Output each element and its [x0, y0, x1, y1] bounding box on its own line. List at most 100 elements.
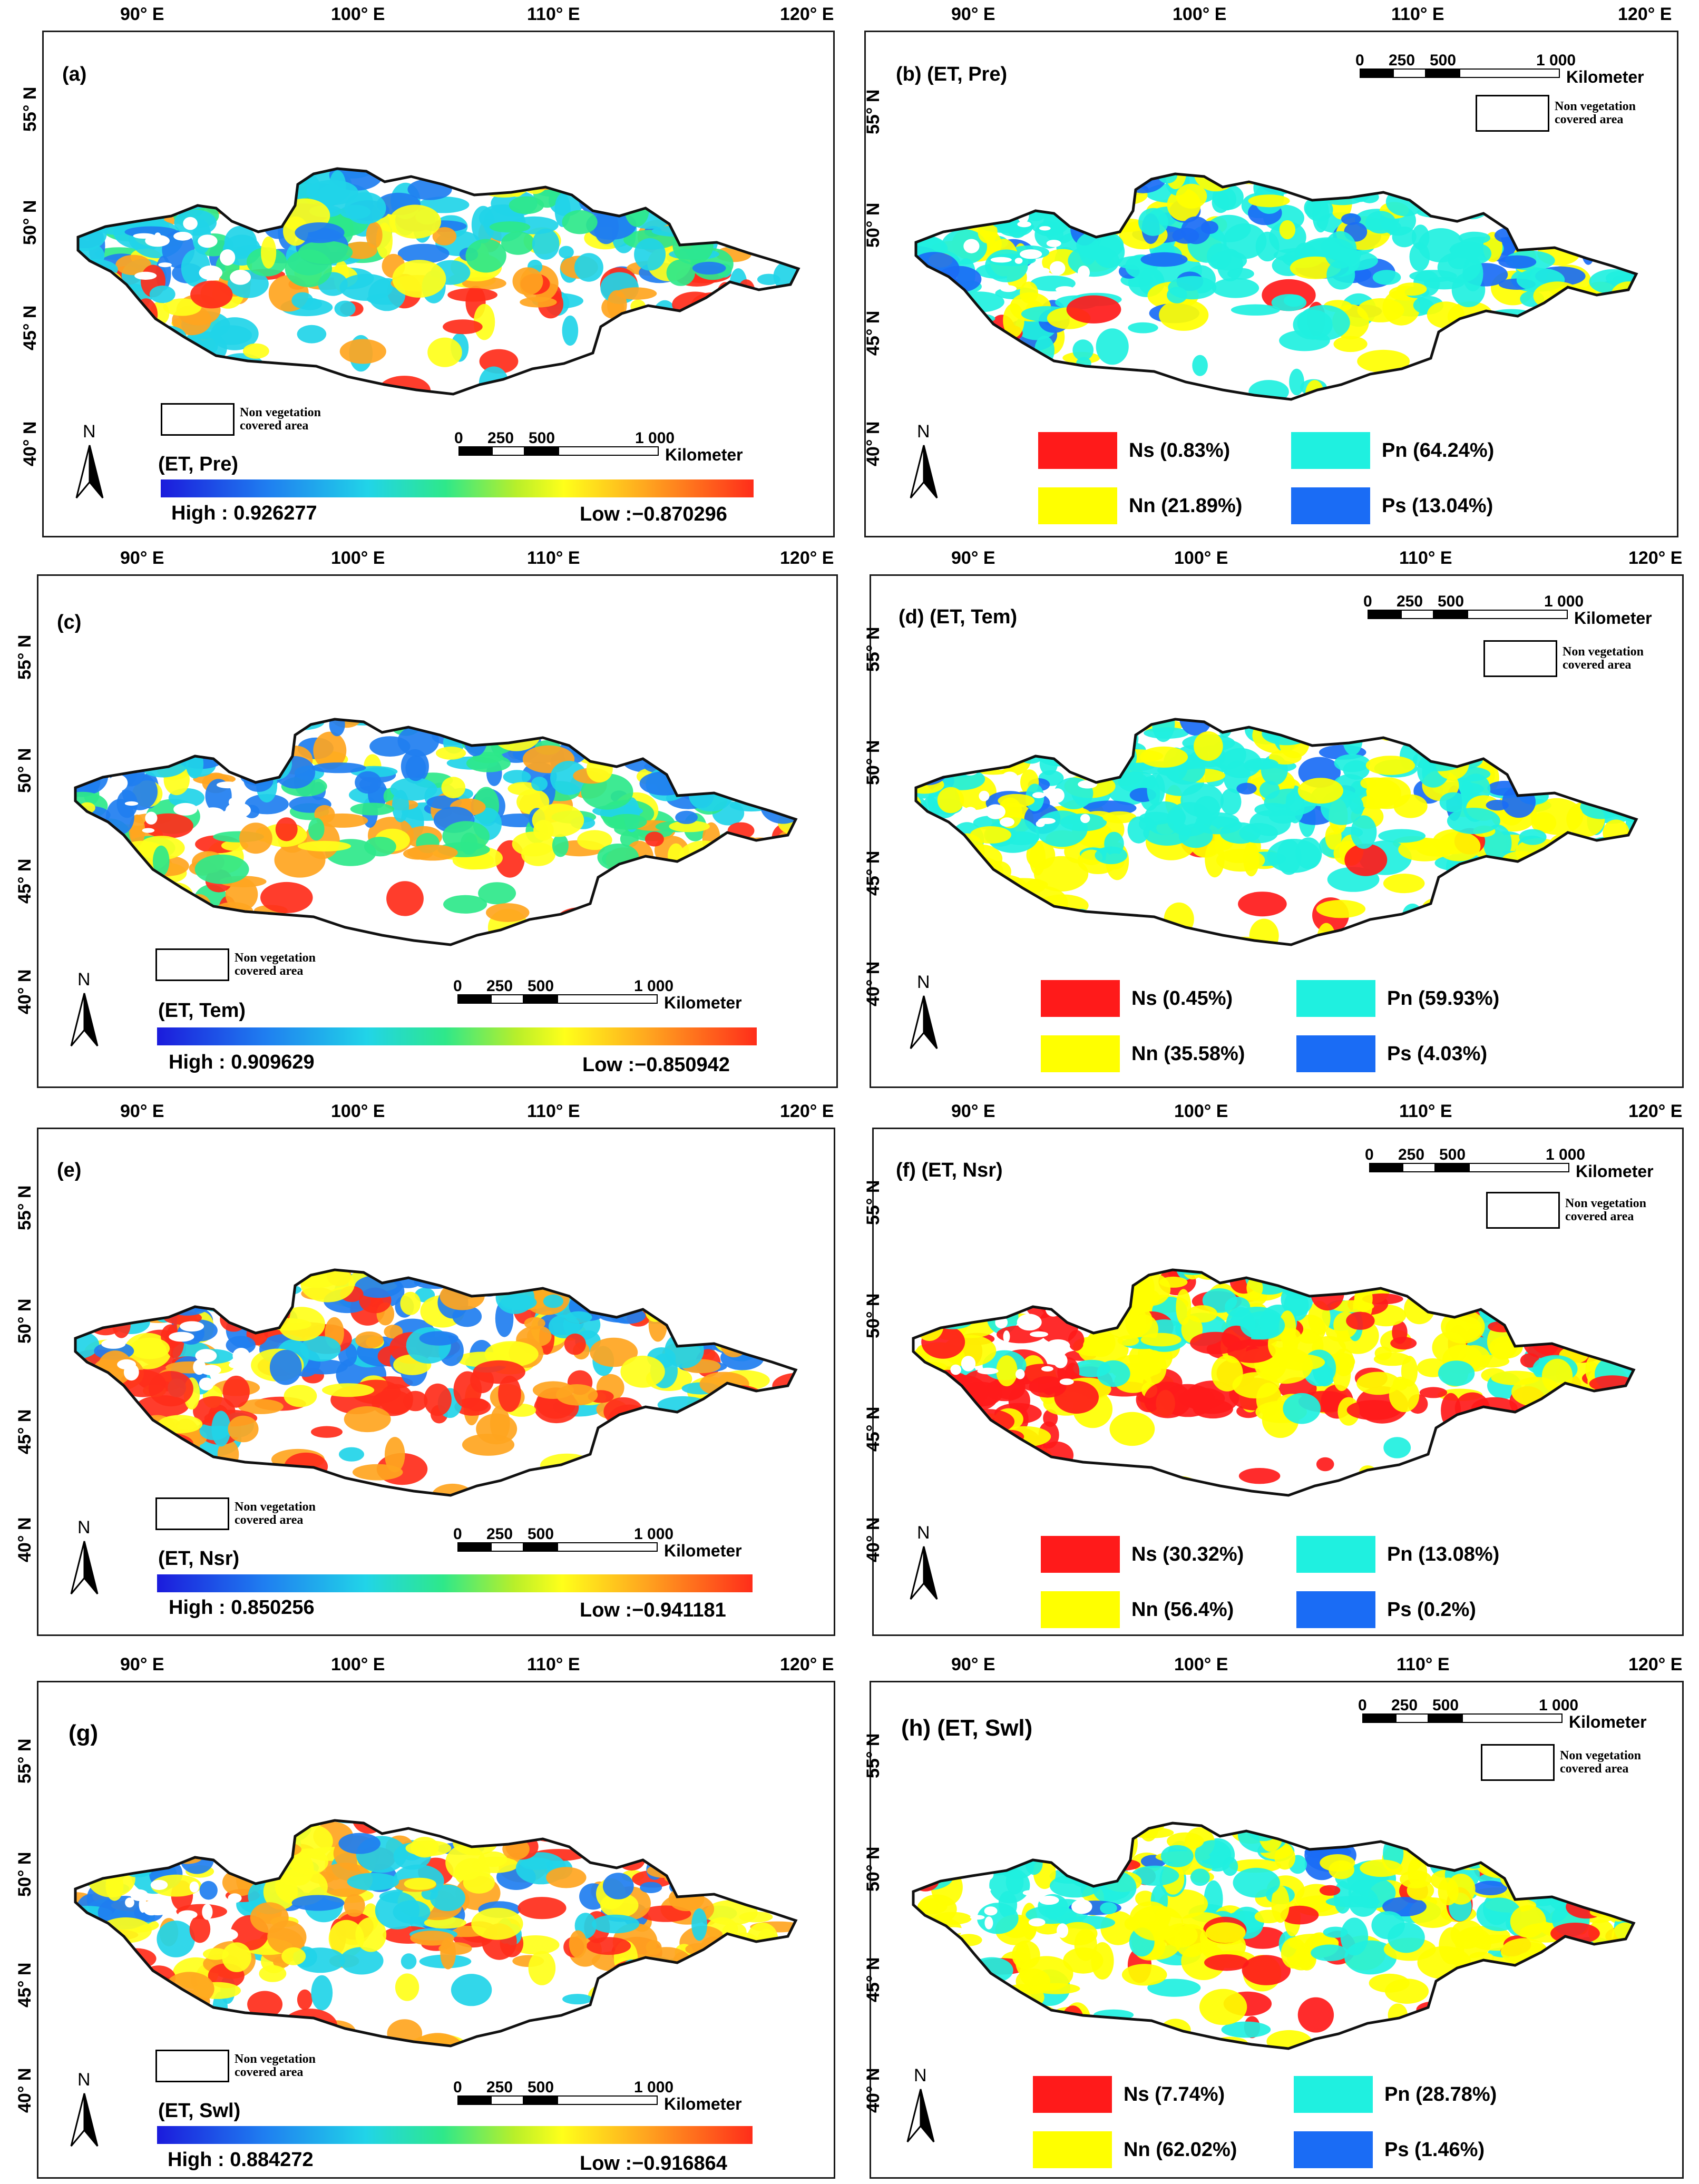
non-vegetation-key: Non vegetation covered area [1476, 95, 1636, 132]
lon-tick-90: 90° E [951, 1101, 995, 1121]
scale-bar: 0 250 500 1 000 Kilometer [1355, 52, 1644, 86]
lat-tick-55: 55° N [863, 1180, 883, 1225]
lon-tick-120: 120° E [780, 548, 834, 568]
lon-tick-110: 110° E [527, 1101, 580, 1121]
et-label: (ET, Pre) [158, 453, 239, 475]
lon-tick-90: 90° E [951, 1654, 995, 1674]
non-vegetation-key: Non vegetation covered area [161, 403, 321, 436]
low-value: Low :−0.916864 [580, 2152, 727, 2175]
non-vegetation-key: Non vegetation covered area [155, 2050, 316, 2082]
panel-tag: (e) [57, 1159, 82, 1181]
lon-tick-110: 110° E [527, 548, 580, 568]
country-border [76, 167, 800, 396]
legend-ps: Ps (13.04%) [1291, 487, 1493, 524]
lon-tick-120: 120° E [780, 1101, 834, 1121]
legend-pn: Pn (64.24%) [1291, 432, 1494, 469]
panel-title: (f) (ET, Nsr) [896, 1159, 1003, 1181]
non-vegetation-key: Non vegetation covered area [155, 1497, 316, 1530]
et-label: (ET, Tem) [158, 1000, 246, 1022]
country-border [74, 718, 798, 946]
north-arrow: N [902, 2065, 939, 2144]
lon-tick-120: 120° E [1628, 548, 1683, 568]
lat-tick-40: 40° N [15, 1517, 35, 1562]
lon-tick-100: 100° E [331, 1101, 385, 1121]
lat-tick-45: 45° N [863, 1406, 883, 1452]
lat-tick-40: 40° N [20, 421, 40, 466]
low-value: Low :−0.850942 [582, 1054, 730, 1076]
low-value: Low :−0.870296 [580, 503, 727, 525]
lon-tick-90: 90° E [120, 1654, 164, 1674]
legend-nn: Nn (35.58%) [1041, 1035, 1245, 1072]
scale-bar: 0 250 500 1 000 Kilometer [1363, 593, 1652, 628]
panel-title: (d) (ET, Tem) [899, 606, 1018, 628]
lat-tick-40: 40° N [863, 961, 883, 1006]
lat-tick-50: 50° N [863, 202, 883, 248]
lon-tick-100: 100° E [1174, 1654, 1228, 1674]
high-value: High : 0.909629 [169, 1051, 315, 1073]
scale-bar: 0 250 500 1 000 Kilometer [453, 2079, 742, 2113]
lat-tick-50: 50° N [863, 740, 883, 785]
lon-tick-90: 90° E [951, 548, 995, 568]
lon-tick-100: 100° E [331, 1654, 385, 1674]
color-ramp [157, 1574, 753, 1592]
non-vegetation-key: Non vegetation covered area [1483, 640, 1644, 677]
north-arrow: N [905, 1523, 942, 1602]
lat-tick-55: 55° N [863, 1733, 883, 1778]
map-categorical [912, 1821, 1636, 2050]
lon-tick-100: 100° E [1173, 4, 1227, 24]
legend-nn: Nn (62.02%) [1033, 2131, 1237, 2168]
map-categorical [914, 172, 1638, 401]
lat-tick-50: 50° N [863, 1293, 883, 1338]
north-arrow: N [905, 972, 942, 1051]
lat-tick-55: 55° N [863, 626, 883, 672]
lat-tick-50: 50° N [15, 748, 35, 793]
lon-tick-120: 120° E [780, 1654, 834, 1674]
lat-tick-55: 55° N [15, 634, 35, 680]
lon-tick-100: 100° E [331, 548, 385, 568]
map-continuous [74, 1819, 798, 2048]
country-border [74, 1819, 798, 2048]
lat-tick-50: 50° N [20, 200, 40, 245]
legend-ns: Ns (0.83%) [1038, 432, 1230, 469]
lat-tick-45: 45° N [863, 850, 883, 896]
lat-tick-40: 40° N [863, 2068, 883, 2113]
scale-bar: 0 250 500 1 000 Kilometer [453, 1525, 742, 1560]
lon-tick-110: 110° E [527, 4, 580, 24]
north-arrow: N [66, 969, 103, 1049]
lat-tick-45: 45° N [20, 305, 40, 350]
legend-ps: Ps (4.03%) [1296, 1035, 1487, 1072]
panel-title: (b) (ET, Pre) [896, 63, 1008, 85]
non-vegetation-key: Non vegetation covered area [1481, 1744, 1641, 1781]
country-border [74, 1268, 798, 1497]
lat-tick-40: 40° N [15, 969, 35, 1014]
panel-title: (h) (ET, Swl) [901, 1715, 1033, 1741]
lat-tick-55: 55° N [863, 89, 883, 134]
legend-ps: Ps (1.46%) [1294, 2131, 1485, 2168]
panel-tag: (g) [69, 1720, 99, 1746]
non-vegetation-key: Non vegetation covered area [155, 948, 316, 981]
scale-bar: 0 250 500 1 000 Kilometer [454, 429, 743, 464]
country-border [912, 1821, 1636, 2050]
legend-pn: Pn (13.08%) [1296, 1536, 1499, 1573]
low-value: Low :−0.941181 [580, 1599, 726, 1621]
lat-tick-55: 55° N [15, 1185, 35, 1230]
lon-tick-90: 90° E [951, 4, 995, 24]
lon-tick-120: 120° E [780, 4, 834, 24]
scale-bar: 0 250 500 1 000 Kilometer [453, 977, 742, 1012]
country-border [914, 718, 1638, 946]
color-ramp [157, 1027, 757, 1045]
lat-tick-50: 50° N [863, 1846, 883, 1892]
lat-tick-50: 50° N [15, 1852, 35, 1897]
color-ramp [161, 479, 754, 497]
lon-tick-110: 110° E [527, 1654, 580, 1674]
lon-tick-120: 120° E [1628, 1101, 1683, 1121]
scale-bar: 0 250 500 1 000 Kilometer [1358, 1697, 1647, 1731]
panel-tag: (a) [62, 63, 87, 85]
country-border [912, 1268, 1636, 1497]
et-label: (ET, Swl) [158, 2100, 241, 2122]
lat-tick-40: 40° N [15, 2068, 35, 2113]
lon-tick-90: 90° E [120, 548, 164, 568]
lat-tick-55: 55° N [20, 86, 40, 132]
lat-tick-45: 45° N [15, 858, 35, 904]
lon-tick-100: 100° E [331, 4, 385, 24]
